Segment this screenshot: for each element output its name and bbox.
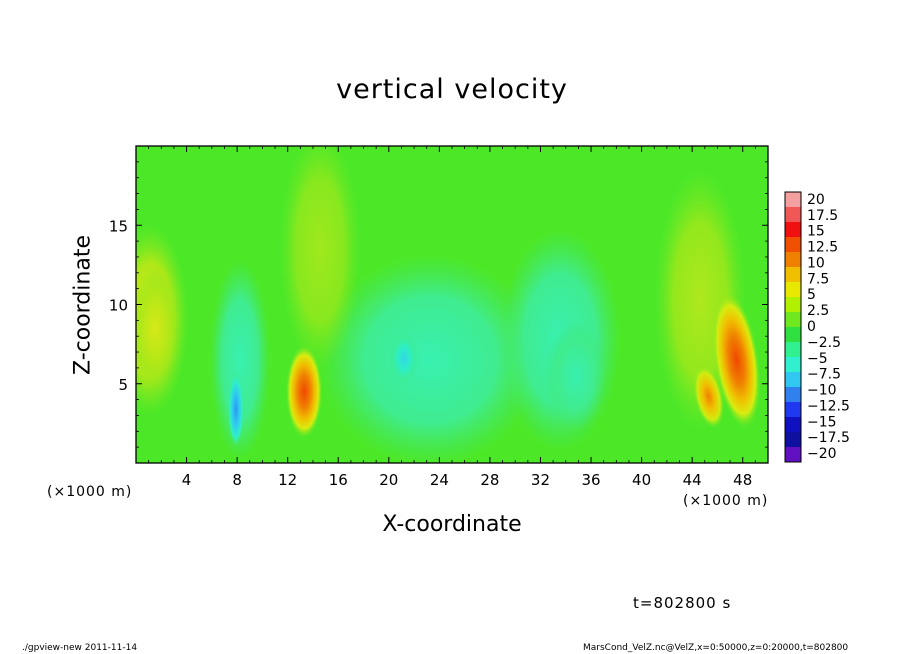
colorbar-segment xyxy=(785,207,801,223)
y-tick-label: 15 xyxy=(109,217,128,235)
colorbar-segment xyxy=(785,237,801,253)
heatmap-broad-downdraft-center xyxy=(320,255,540,463)
y-axis-label: Z-coordinate xyxy=(70,235,96,375)
x-tick-label: 48 xyxy=(733,471,752,489)
colorbar-segment xyxy=(785,387,801,403)
x-axis-label: X-coordinate xyxy=(382,512,522,537)
colorbar-label: 0 xyxy=(807,319,816,335)
x-tick-label: 28 xyxy=(480,471,499,489)
time-annotation: t=802800 s xyxy=(633,594,732,612)
colorbar-segment xyxy=(785,267,801,283)
colorbar-segment xyxy=(785,417,801,433)
colorbar-segment xyxy=(785,192,801,208)
chart-title: vertical velocity xyxy=(336,74,568,105)
x-tick-label: 40 xyxy=(632,471,651,489)
colorbar-segment xyxy=(785,297,801,313)
y-tick-label: 5 xyxy=(118,376,128,394)
heatmap-feature-positive-2 xyxy=(693,364,724,428)
colorbar-segment xyxy=(785,447,801,463)
y-tick-label: 10 xyxy=(109,297,128,315)
colorbar-label: −2.5 xyxy=(807,335,841,351)
colorbar-label: −10 xyxy=(807,383,837,399)
heatmap-features xyxy=(136,268,761,448)
heatmap-feature-positive-0 xyxy=(286,345,323,438)
colorbar-label: 5 xyxy=(807,287,816,303)
colorbar-segment xyxy=(785,312,801,328)
x-axis-ticks: 4 8 12 16 20 24 28 32 36 40 44 48 xyxy=(148,146,756,489)
colorbar-label: −5 xyxy=(807,351,828,367)
heatmap-feature-positive-3 xyxy=(136,268,179,389)
colorbar-label: −7.5 xyxy=(807,367,841,383)
heatmap-feature-positive-1 xyxy=(712,292,761,428)
heatmap-feature-negative-5 xyxy=(389,332,418,385)
colorbar-segment xyxy=(785,252,801,268)
x-tick-label: 24 xyxy=(430,471,449,489)
heatmap-field xyxy=(136,146,768,463)
heatmap-broad-downdraft-left xyxy=(210,260,270,460)
colorbar-segment xyxy=(785,372,801,388)
colorbar-label: 10 xyxy=(807,255,825,271)
x-unit-right: (×1000 m) xyxy=(683,493,769,509)
colorbar-label: −15 xyxy=(807,414,837,430)
colorbar-segment xyxy=(785,342,801,358)
colorbar-label: 7.5 xyxy=(807,271,829,287)
colorbar-frame xyxy=(784,191,802,463)
colorbar-label: 12.5 xyxy=(807,240,838,256)
x-tick-label: 36 xyxy=(581,471,600,489)
colorbar: 2017.51512.5107.552.50−2.5−5−7.5−10−12.5… xyxy=(784,191,850,463)
x-tick-label: 44 xyxy=(683,471,702,489)
colorbar-label: 15 xyxy=(807,224,825,240)
x-tick-label: 16 xyxy=(329,471,348,489)
colorbar-segment xyxy=(785,327,801,343)
colorbar-segment xyxy=(785,357,801,373)
heatmap-feature-negative-4 xyxy=(227,371,244,448)
x-tick-label: 32 xyxy=(531,471,550,489)
x-tick-label: 4 xyxy=(182,471,192,489)
colorbar-label: −12.5 xyxy=(807,398,850,414)
heatmap-feature-negative-6 xyxy=(545,320,606,431)
x-tick-label: 12 xyxy=(278,471,297,489)
y-axis-ticks: 5 10 15 xyxy=(109,161,768,448)
colorbar-segment xyxy=(785,402,801,418)
colorbar-segment xyxy=(785,222,801,238)
x-tick-label: 20 xyxy=(379,471,398,489)
heatmap-updraft-halo xyxy=(280,146,360,370)
colorbar-segment xyxy=(785,282,801,298)
footer-left: ./gpview-new 2011-11-14 xyxy=(22,643,138,653)
colorbar-segment xyxy=(785,432,801,448)
colorbar-label: −20 xyxy=(807,446,837,462)
colorbar-label: 2.5 xyxy=(807,303,829,319)
colorbar-label: 17.5 xyxy=(807,208,838,224)
colorbar-label: 20 xyxy=(807,192,825,208)
colorbar-label: −17.5 xyxy=(807,430,850,446)
x-tick-label: 8 xyxy=(232,471,242,489)
footer-right: MarsCond_VelZ.nc@VelZ,x=0:50000,z=0:2000… xyxy=(583,643,849,653)
x-unit-left: (×1000 m) xyxy=(47,484,133,500)
